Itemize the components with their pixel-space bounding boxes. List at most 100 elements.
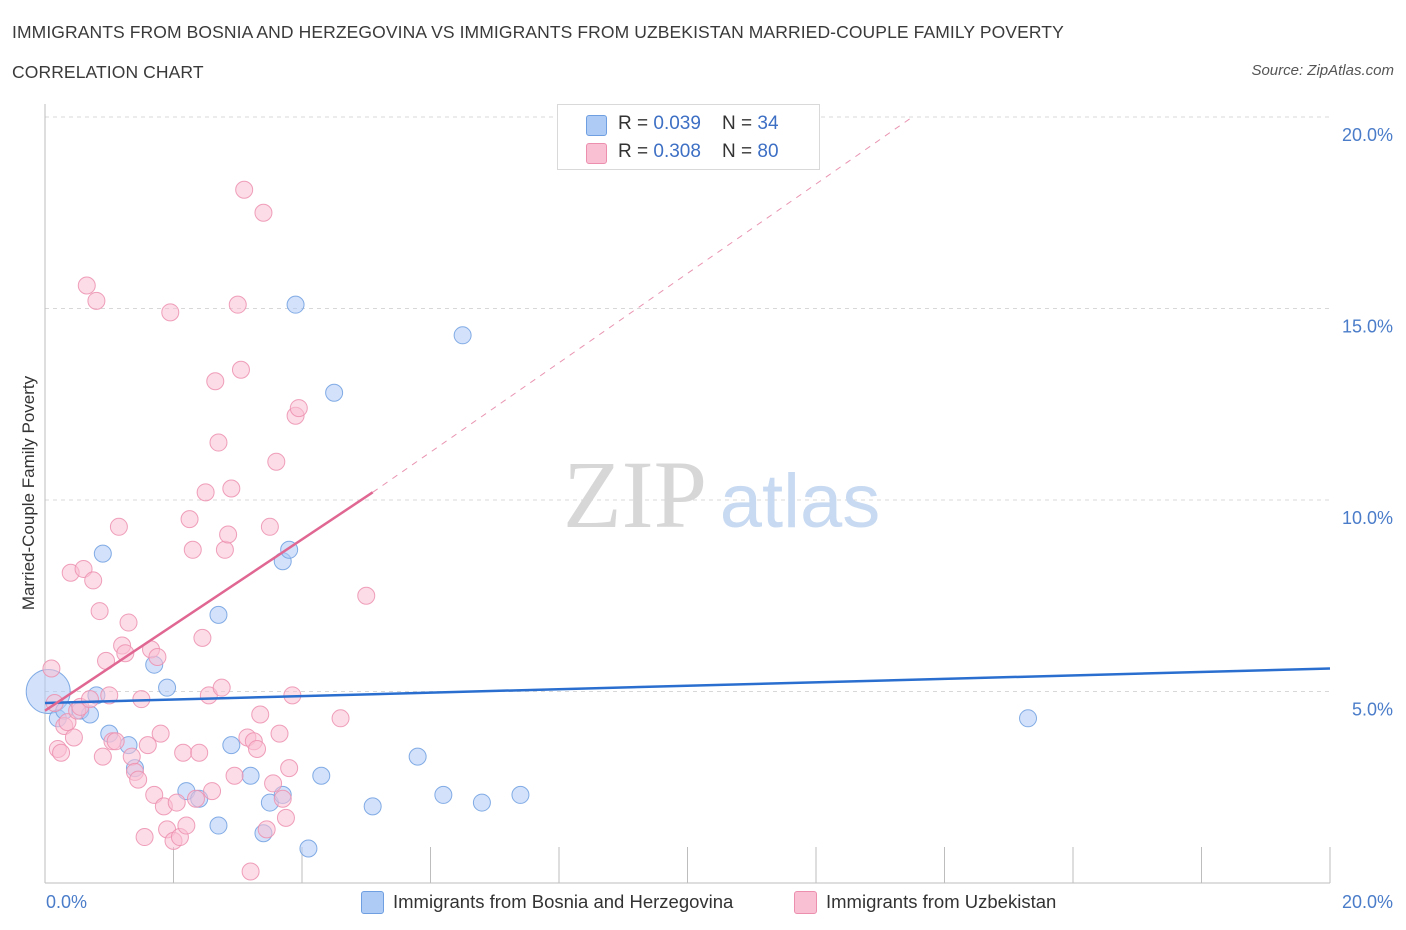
correlation-legend: R = 0.039 N = 34 R = 0.308 N = 80 (557, 104, 820, 170)
uzbekistan-point (186, 789, 205, 808)
uzbekistan-point (273, 789, 292, 808)
uzbekistan-point (167, 793, 186, 812)
uzbekistan-point (52, 743, 71, 762)
uzbekistan-point (84, 571, 103, 590)
chart-title-line1: IMMIGRANTS FROM BOSNIA AND HERZEGOVINA V… (12, 22, 1064, 42)
uzbekistan-point (219, 525, 238, 544)
uzbekistan-point (80, 690, 99, 709)
bosnia-point (222, 736, 241, 755)
legend-n-label: N = (722, 113, 758, 134)
watermark: ZIP atlas (563, 441, 880, 548)
uzbekistan-point (289, 399, 308, 418)
bosnia-point (241, 766, 260, 785)
uzbekistan-point (231, 360, 250, 379)
uzbekistan-point (209, 433, 228, 452)
uzbekistan-point (222, 479, 241, 498)
uzbekistan-trend-line (44, 491, 374, 712)
bosnia-point (325, 383, 344, 402)
uzbekistan-point (64, 728, 83, 747)
bottom-legend-swatch-uzbekistan (794, 891, 817, 914)
uzbekistan-point (90, 602, 109, 621)
uzbekistan-point (203, 782, 222, 801)
legend-n-value-bosnia: 34 (757, 113, 779, 134)
legend-swatch-uzbekistan (586, 143, 607, 164)
uzbekistan-point (180, 510, 199, 529)
grid-lines (45, 116, 1330, 692)
uzbekistan-point (109, 517, 128, 536)
bosnia-point (286, 295, 305, 314)
chart-title-line2: CORRELATION CHART (12, 62, 204, 82)
uzbekistan-point (145, 785, 164, 804)
watermark-zip: ZIP (563, 441, 707, 548)
bosnia-point (299, 839, 318, 858)
uzbekistan-point (135, 828, 154, 847)
axes (44, 104, 1331, 884)
uzbekistan-point (206, 372, 225, 391)
uzbekistan-point (251, 705, 270, 724)
uzbekistan-point (212, 678, 231, 697)
legend-r-value-uzbekistan: 0.308 (653, 141, 701, 162)
uzbekistan-point (241, 862, 260, 881)
uzbekistan-point (93, 747, 112, 766)
bosnia-point (434, 785, 453, 804)
bosnia-point (158, 678, 177, 697)
legend-n-value-uzbekistan: 80 (757, 141, 779, 162)
uzbekistan-point (129, 770, 148, 789)
legend-r-label: R = (618, 113, 654, 134)
data-points (25, 180, 1038, 881)
x-tick-label: 20.0% (1342, 892, 1393, 912)
y-tick-label: 15.0% (1342, 317, 1393, 337)
uzbekistan-point (87, 291, 106, 310)
uzbekistan-point (174, 743, 193, 762)
uzbekistan-point (270, 724, 289, 743)
uzbekistan-point (254, 203, 273, 222)
uzbekistan-point (248, 739, 267, 758)
uzbekistan-point (267, 452, 286, 471)
bosnia-point (93, 544, 112, 563)
bosnia-point (453, 326, 472, 345)
trend-lines (44, 116, 1331, 712)
source-credit: Source: ZipAtlas.com (1251, 62, 1394, 79)
uzbekistan-point (331, 709, 350, 728)
bosnia-trend-line (44, 667, 1331, 705)
uzbekistan-point (228, 295, 247, 314)
uzbekistan-point (215, 540, 234, 559)
uzbekistan-point (183, 540, 202, 559)
legend-n-label: N = (722, 141, 758, 162)
uzbekistan-point (196, 483, 215, 502)
uzbekistan-point (138, 736, 157, 755)
uzbekistan-point (100, 686, 119, 705)
legend-r-value-bosnia: 0.039 (653, 113, 701, 134)
uzbekistan-point (161, 303, 180, 322)
uzbekistan-point (74, 559, 93, 578)
uzbekistan-point (257, 820, 276, 839)
bosnia-point (472, 793, 491, 812)
y-tick-label: 20.0% (1342, 125, 1393, 145)
tick-labels: 5.0% 10.0% 15.0% 20.0% 0.0% 20.0% (46, 125, 1393, 912)
bosnia-point (363, 797, 382, 816)
uzbekistan-point (235, 180, 254, 199)
uzbekistan-point (193, 628, 212, 647)
uzbekistan-point (177, 816, 196, 835)
uzbekistan-point (280, 759, 299, 778)
uzbekistan-point (77, 276, 96, 295)
y-tick-label: 5.0% (1352, 700, 1393, 720)
uzbekistan-point (225, 766, 244, 785)
uzbekistan-point (42, 659, 61, 678)
uzbekistan-point (148, 648, 167, 667)
uzbekistan-point (122, 747, 141, 766)
uzbekistan-point (357, 586, 376, 605)
bottom-legend-label-bosnia: Immigrants from Bosnia and Herzegovina (393, 891, 734, 912)
watermark-atlas: atlas (720, 459, 881, 544)
legend-swatch-bosnia (586, 115, 607, 136)
uzbekistan-point (264, 774, 283, 793)
bosnia-point (209, 816, 228, 835)
bosnia-point (209, 605, 228, 624)
bosnia-point (511, 785, 530, 804)
y-tick-label: 10.0% (1342, 508, 1393, 528)
uzbekistan-point (116, 644, 135, 663)
uzbekistan-point (190, 743, 209, 762)
uzbekistan-point (106, 732, 125, 751)
uzbekistan-trend-extension (372, 116, 913, 493)
